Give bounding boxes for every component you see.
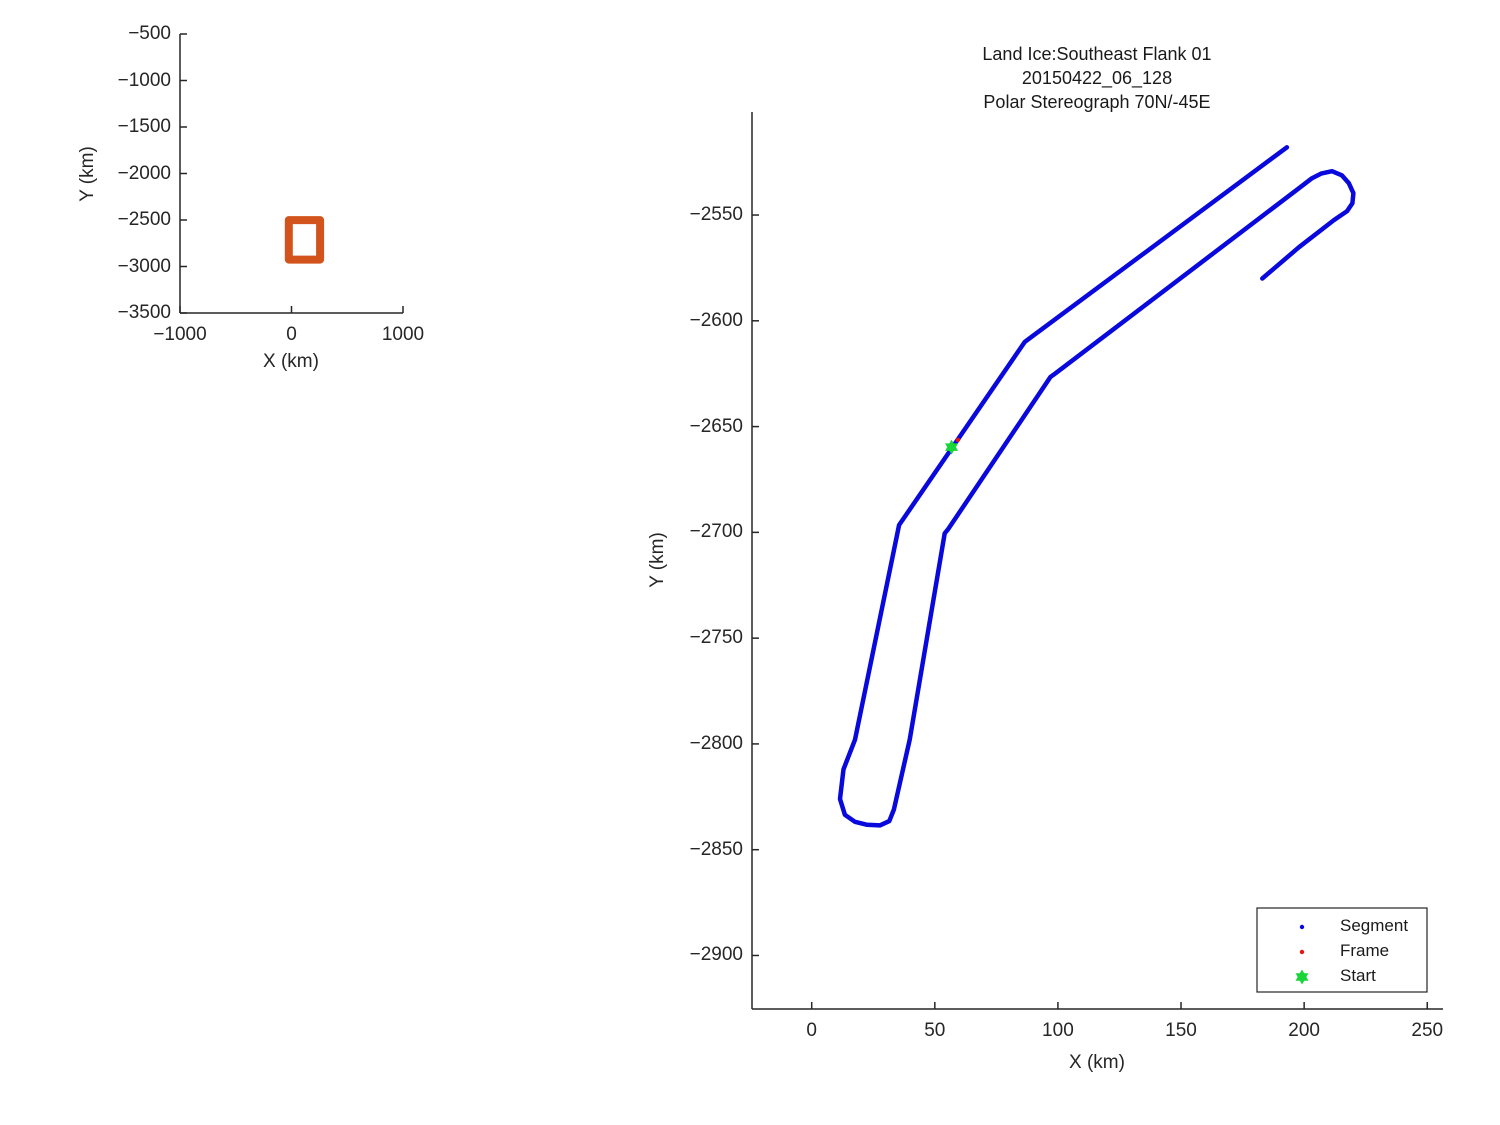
chart-title-line-1: Land Ice:Southeast Flank 01 [982, 44, 1212, 64]
coverage-extent-box-line [284, 216, 325, 264]
main-x-tick-label: 200 [1288, 1020, 1320, 1041]
main-x-tick-label: 50 [924, 1020, 946, 1041]
overview-y-tick-label: −3000 [117, 255, 171, 277]
main-y-tick-label: −2750 [689, 627, 743, 649]
overview-x-tick-label: 1000 [381, 324, 425, 345]
overview-x-axis-label: X (km) [263, 351, 319, 372]
main-y-tick-label: −2700 [689, 521, 743, 543]
overview-y-tick-label: −2500 [117, 209, 171, 230]
overview-y-tick-label: −3500 [117, 302, 171, 323]
legend-marker-segment [1299, 924, 1305, 930]
start-marker [945, 439, 959, 455]
main-y-axis-label: Y (km) [647, 532, 668, 588]
overview-x-tick-label: −1000 [153, 324, 207, 345]
main-x-axis-label: X (km) [1069, 1052, 1125, 1073]
frame-marker [955, 437, 961, 443]
legend-box [1256, 907, 1428, 993]
segment-track-line [837, 145, 1356, 828]
chart-title: Land Ice:Southeast Flank 01 20150422_06_… [982, 42, 1211, 114]
overview-y-tick-label: −2000 [117, 162, 171, 184]
main-x-tick-label: 150 [1165, 1020, 1197, 1041]
main-x-tick-label: 250 [1411, 1020, 1444, 1041]
main-x-tick-label: 0 [806, 1020, 817, 1041]
overview-x-tick-label: 0 [286, 324, 297, 345]
legend-label-frame: Frame [1340, 941, 1390, 960]
overview-y-tick-label: −500 [128, 23, 171, 44]
legend-label-segment: Segment [1340, 916, 1409, 935]
main-x-tick-label: 100 [1042, 1020, 1074, 1041]
main-y-tick-label: −2550 [689, 204, 743, 226]
legend-label-start: Start [1340, 966, 1376, 985]
overview-y-axis-label: Y (km) [77, 146, 98, 202]
chart-title-line-2: 20150422_06_128 [1021, 68, 1173, 88]
overview-y-tick-label: −1000 [117, 69, 171, 91]
main-y-tick-label: −2600 [689, 309, 743, 331]
main-y-tick-label: −2850 [689, 838, 743, 860]
legend-marker-frame [1299, 949, 1305, 955]
chart-title-line-3: Polar Stereograph 70N/-45E [983, 92, 1211, 112]
main-y-tick-label: −2650 [689, 415, 743, 437]
overview-y-tick-label: −1500 [117, 116, 171, 137]
main-y-tick-label: −2900 [689, 944, 743, 966]
main-y-tick-label: −2800 [689, 732, 743, 754]
legend-marker-start [1295, 969, 1309, 985]
